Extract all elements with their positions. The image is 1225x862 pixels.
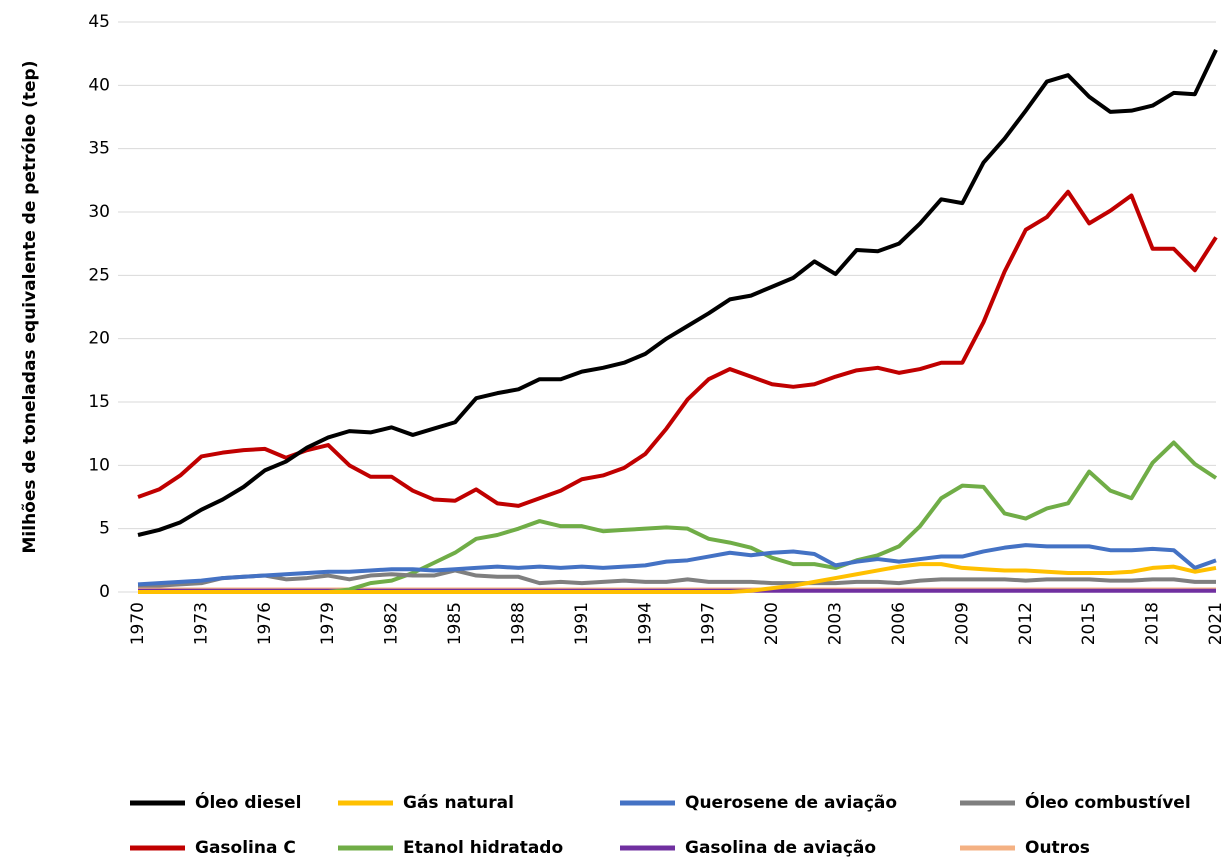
legend-label: Etanol hidratado [403,838,563,858]
x-tick-label: 2009 [952,602,972,645]
y-tick-label: 35 [88,139,110,159]
series-line [138,568,1216,588]
x-tick-label: 1985 [445,602,465,645]
y-tick-label: 15 [88,392,110,412]
x-tick-label: 1988 [508,602,528,645]
y-tick-label: 25 [88,265,110,285]
x-tick-label: 1991 [572,602,592,645]
y-tick-label: 40 [88,75,110,95]
y-tick-label: 5 [99,519,110,539]
legend-label: Gás natural [403,793,514,813]
legend-label: Gasolina de aviação [685,838,876,858]
x-tick-label: 1979 [318,602,338,645]
legend-label: Gasolina C [195,838,296,858]
x-tick-label: 2015 [1079,602,1099,645]
x-tick-label: 2021 [1206,602,1225,645]
x-tick-label: 1970 [128,602,148,645]
y-tick-label: 45 [88,12,110,32]
series-line [137,189,1218,508]
x-tick-label: 2018 [1143,602,1163,645]
x-tick-label: 1997 [699,602,719,645]
legend-label: Outros [1025,838,1090,858]
x-tick-label: 2000 [762,602,782,645]
x-tick-label: 2003 [826,602,846,645]
legend-label: Óleo diesel [195,791,301,813]
x-tick-label: 2006 [889,602,909,645]
x-tick-label: 1976 [255,602,275,645]
series-line [138,562,1217,594]
legend-label: Óleo combustível [1025,791,1191,813]
legend-label: Querosene de aviação [685,793,897,813]
x-tick-label: 1994 [635,602,655,645]
y-tick-label: 20 [88,329,110,349]
x-tick-label: 1982 [382,602,402,645]
y-tick-label: 10 [88,455,110,475]
x-tick-label: 2012 [1016,602,1036,645]
y-tick-label: 0 [99,582,110,602]
series-line [137,49,1218,537]
y-tick-label: 30 [88,202,110,222]
x-tick-label: 1973 [191,602,211,645]
series-line [137,543,1217,587]
y-axis-label: Milhões de toneladas equivalente de petr… [20,61,40,554]
